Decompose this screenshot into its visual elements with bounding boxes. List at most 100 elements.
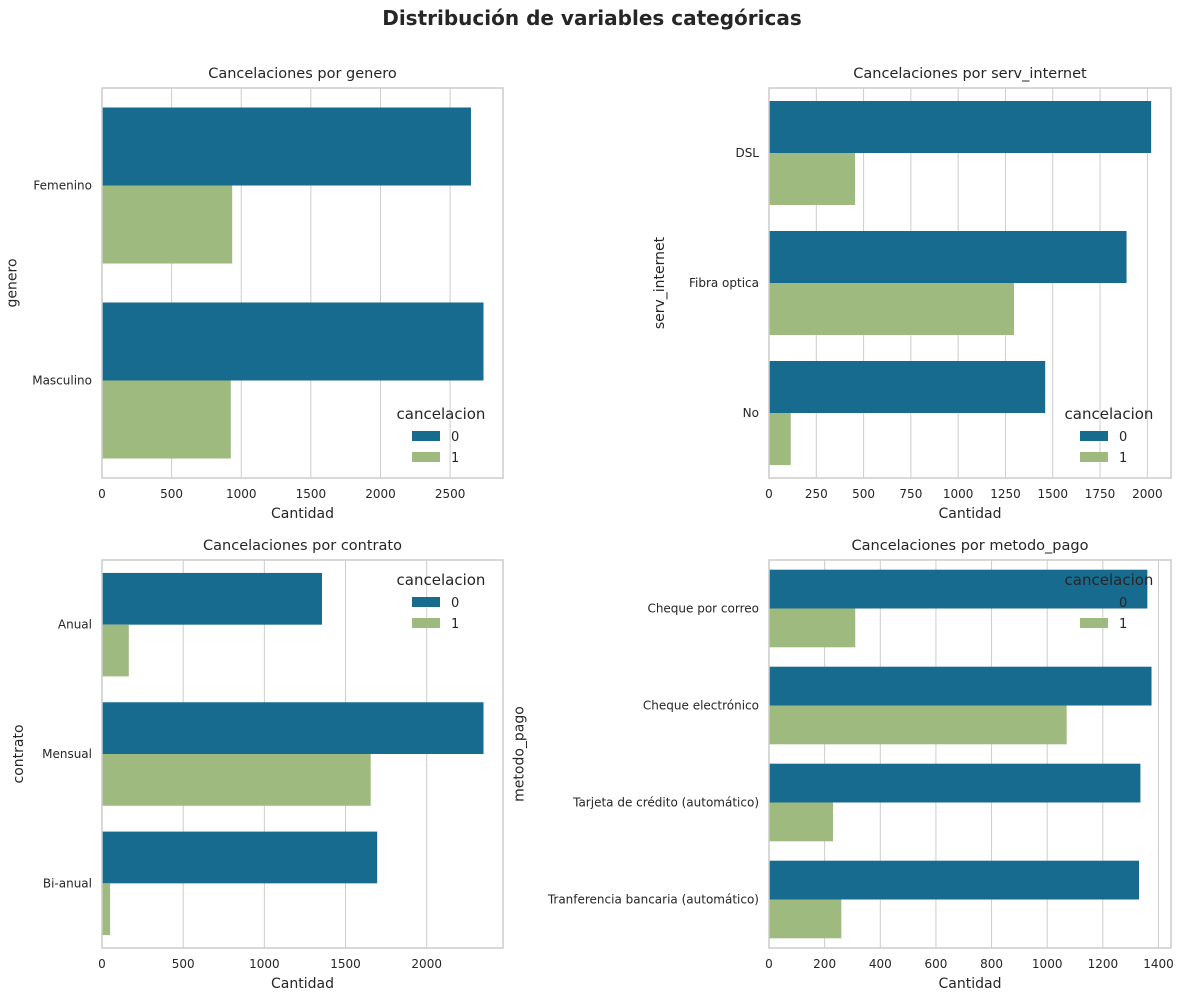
y-tick-label: Cheque electrónico [643, 699, 759, 713]
legend-title: cancelacion [1065, 571, 1154, 589]
bar-masculino-1 [102, 380, 231, 459]
x-tick-label: 1500 [296, 487, 327, 501]
x-tick-label: 2000 [365, 487, 396, 501]
x-tick-label: 1000 [943, 487, 974, 501]
y-tick-label: Bi-anual [43, 876, 92, 890]
chart-panel-4: Cheque por correo Cheque electrónico Tarje… [511, 538, 1173, 992]
chart-panel-3: Anual Mensual Bi-anual 0 500 1000 1500 2000 Canc… [11, 538, 504, 992]
y-tick-label: Fibra optica [689, 276, 759, 290]
y-tick-label: Mensual [42, 747, 92, 761]
x-tick-label: 0 [98, 487, 106, 501]
bar-cheque-por-correo-1 [769, 608, 856, 648]
bar-fibra-optica-1 [769, 283, 1014, 335]
bar-no-1 [769, 413, 791, 465]
bar-anual-0 [102, 572, 322, 625]
legend-title: cancelacion [397, 405, 486, 423]
y-tick-label: Femenino [33, 179, 92, 193]
x-tick-label: 2000 [1132, 487, 1163, 501]
x-tick-label: 0 [98, 957, 106, 971]
bar-tranferencia-bancaria-autom-tico--1 [769, 899, 842, 939]
bar-no-0 [769, 361, 1046, 413]
axes-frame [101, 559, 504, 949]
x-axis-label: Cantidad [939, 506, 1002, 522]
legend-swatch-1 [412, 452, 440, 462]
legend-label: 1 [1119, 617, 1127, 632]
x-tick-label: 1200 [1088, 957, 1119, 971]
x-tick-label: 1000 [1032, 957, 1063, 971]
legend-swatch-0 [412, 431, 440, 441]
bar-bi-anual-0 [102, 831, 378, 884]
x-tick-label: 2000 [411, 957, 442, 971]
legend-swatch-0 [1080, 597, 1108, 607]
y-tick-label: Masculino [32, 374, 92, 388]
y-axis-label: serv_internet [652, 236, 668, 329]
bar-tarjeta-de-cr-dito-autom-tico--0 [769, 763, 1141, 803]
x-tick-label: 500 [852, 487, 875, 501]
legend-label: 0 [1119, 596, 1127, 611]
y-axis-label: contrato [11, 724, 27, 783]
y-tick-label: Tranferencia bancaria (automático) [547, 893, 759, 907]
axes-frame [768, 559, 1172, 949]
bar-bi-anual-1 [102, 883, 111, 936]
y-tick-label: No [743, 406, 759, 420]
x-axis-label: Cantidad [271, 506, 334, 522]
bar-cheque-electr-nico-1 [769, 705, 1067, 745]
axes-frame [101, 87, 504, 479]
bar-tranferencia-bancaria-autom-tico--0 [769, 860, 1140, 900]
x-tick-label: 800 [980, 957, 1003, 971]
legend-label: 1 [1119, 451, 1127, 466]
figure-title: Distribución de variables categóricas [382, 6, 802, 30]
bar-femenino-1 [102, 185, 233, 264]
legend-label: 1 [451, 617, 459, 632]
x-tick-label: 500 [160, 487, 183, 501]
legend-swatch-0 [412, 597, 440, 607]
chart-panel-1: Femenino Masculino 0 500 1000 1500 2000 2500 Can… [4, 66, 504, 522]
axes-frame [768, 87, 1172, 479]
bar-mensual-1 [102, 754, 371, 806]
legend-label: 0 [451, 596, 459, 611]
legend-label: 0 [451, 430, 459, 445]
chart-title: Cancelaciones por genero [208, 66, 397, 82]
y-axis-label: genero [4, 259, 20, 308]
chart-title: Cancelaciones por contrato [203, 538, 402, 554]
x-tick-label: 250 [805, 487, 828, 501]
x-tick-label: 1000 [249, 957, 280, 971]
x-tick-label: 1750 [1085, 487, 1116, 501]
x-tick-label: 400 [869, 957, 892, 971]
legend-swatch-1 [1080, 618, 1108, 628]
x-tick-label: 200 [813, 957, 836, 971]
x-axis-label: Cantidad [271, 976, 334, 992]
x-tick-label: 1500 [330, 957, 361, 971]
legend-title: cancelacion [1065, 405, 1154, 423]
x-tick-label: 750 [899, 487, 922, 501]
x-tick-label: 0 [765, 487, 773, 501]
bar-cheque-electr-nico-0 [769, 666, 1152, 706]
y-tick-label: Tarjeta de crédito (automático) [572, 796, 759, 810]
y-tick-label: Anual [58, 618, 92, 632]
legend: cancelacion 0 1 [397, 571, 486, 632]
bar-mensual-0 [102, 702, 484, 754]
chart-title: Cancelaciones por metodo_pago [852, 538, 1089, 554]
x-tick-label: 500 [172, 957, 195, 971]
bar-femenino-0 [102, 107, 471, 186]
x-tick-label: 1400 [1143, 957, 1174, 971]
x-tick-label: 0 [765, 957, 773, 971]
legend-swatch-1 [412, 618, 440, 628]
y-axis-label: metodo_pago [511, 706, 527, 802]
legend: cancelacion 0 1 [397, 405, 486, 466]
legend-swatch-1 [1080, 452, 1108, 462]
legend-title: cancelacion [397, 571, 486, 589]
chart-panel-2: DSL Fibra optica No 0 250 500 750 1000 1250 1500 1… [652, 66, 1172, 522]
legend-label: 0 [1119, 430, 1127, 445]
bar-dsl-0 [769, 101, 1152, 153]
x-tick-label: 1250 [990, 487, 1021, 501]
y-tick-label: DSL [735, 146, 759, 160]
y-tick-label: Cheque por correo [647, 602, 759, 616]
legend: cancelacion 0 1 [1065, 405, 1154, 466]
x-tick-label: 1000 [226, 487, 257, 501]
legend-swatch-0 [1080, 431, 1108, 441]
x-tick-label: 600 [924, 957, 947, 971]
x-tick-label: 1500 [1037, 487, 1068, 501]
legend-label: 1 [451, 451, 459, 466]
